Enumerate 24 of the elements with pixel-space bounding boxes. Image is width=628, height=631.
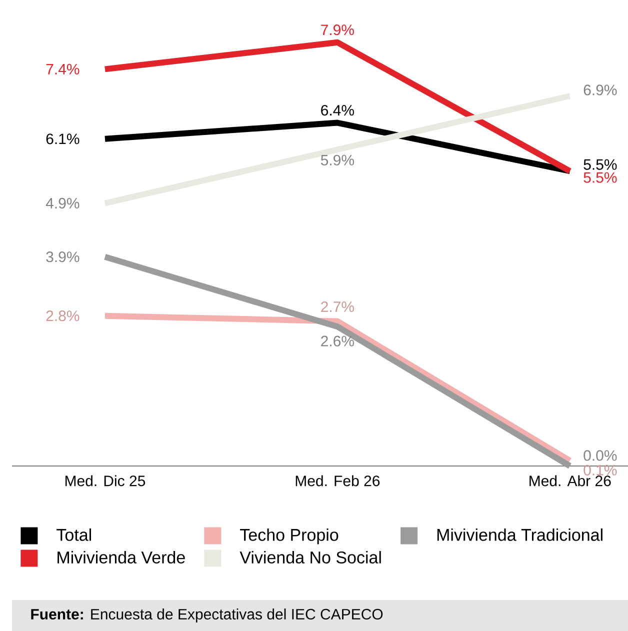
data-label: 0.1%	[584, 464, 617, 476]
legend-label: Mivivienda Tradicional	[437, 528, 602, 541]
data-label: 6.9%	[584, 84, 617, 96]
x-tick-label: Med. Feb 26	[296, 475, 380, 486]
data-label: 3.9%	[46, 252, 80, 262]
x-tick-label: Med. Dic 25	[65, 475, 145, 486]
data-label: 2.8%	[46, 310, 80, 322]
data-label: 5.9%	[320, 154, 354, 166]
text: Fuente: Encuesta de Expectativas del IEC CAPECO	[31, 608, 383, 622]
data-label: 5.5%	[584, 159, 617, 170]
legend-label: Techo Propio	[240, 528, 338, 544]
data-label: 7.4%	[46, 64, 80, 74]
legend-label: Total	[56, 528, 91, 541]
legend-label: Mivivienda Verde	[57, 551, 185, 564]
data-label: 6.1%	[46, 134, 80, 144]
data-label: 0.0%	[584, 450, 617, 461]
data-label: 6.4%	[320, 104, 354, 116]
legend-label: Vivienda No Social	[240, 551, 381, 564]
data-label: 5.5%	[584, 172, 617, 183]
data-label: 4.9%	[46, 198, 80, 209]
x-tick-label: Med. Abr 26	[529, 475, 611, 486]
data-label: 2.6%	[320, 336, 354, 346]
data-label: 2.7%	[320, 301, 354, 312]
data-label: 7.9%	[320, 24, 354, 36]
